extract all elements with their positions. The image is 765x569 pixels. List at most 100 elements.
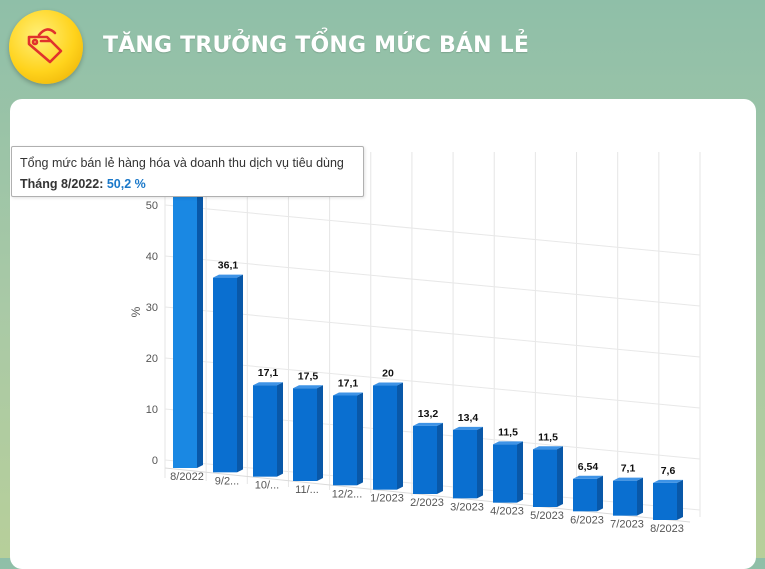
x-tick-label: 8/2023 [650,523,684,535]
bar-top [333,392,363,396]
grid-line-horizontal [164,255,701,307]
y-tick-label: 20 [146,353,158,365]
bar-top [573,475,603,479]
data-label: 7,1 [621,463,636,475]
bar-front [413,425,437,494]
x-tick-label: 6/2023 [570,514,604,526]
price-tag-icon [27,28,63,64]
bar-front [373,385,397,490]
grid-line-horizontal [164,204,701,256]
y-tick-label: 50 [146,200,158,212]
x-tick-label: 11/... [295,484,319,496]
bar[interactable] [173,191,203,469]
bar-side [277,382,283,477]
bar-front [493,444,517,503]
grid-line-horizontal [164,306,701,358]
bar[interactable] [373,382,403,490]
bar[interactable] [493,441,523,503]
bar-front [293,388,317,481]
bar-front [573,478,597,512]
data-label: 13,4 [458,412,479,424]
bar-front [213,277,237,473]
bar-front [333,395,357,486]
page-title: TĂNG TRƯỞNG TỔNG MỨC BÁN LẺ [103,33,530,58]
bar-top [213,274,243,278]
chart-tooltip: Tổng mức bán lẻ hàng hóa và doanh thu dị… [11,146,364,197]
bar-front [613,480,637,516]
data-labels: 36,1 17,1 17,5 17,1 20 13,2 13,4 11,5 11,5 6,54 7,… [218,260,676,477]
bar-top [413,422,443,426]
bar[interactable] [333,392,363,486]
bar[interactable] [413,422,443,494]
bar-side [397,382,403,490]
bar[interactable] [213,274,243,473]
bar-front [533,449,557,507]
bar-side [597,475,603,512]
page-header: TĂNG TRƯỞNG TỔNG MỨC BÁN LẺ [0,0,765,95]
bar[interactable] [533,446,563,507]
x-tick-label: 2/2023 [410,497,444,509]
y-axis: 0 10 20 30 40 50% [129,200,158,467]
bar-side [637,477,643,516]
bar-side [237,274,243,473]
data-label: 17,1 [258,367,279,379]
floor-line [164,467,691,523]
bar-top [613,477,643,481]
data-label: 17,1 [338,378,359,390]
bar-front [653,482,677,520]
x-tick-label: 8/2022 [170,471,204,483]
data-label: 20 [382,368,394,380]
bar-side [677,479,683,520]
bar-side [477,426,483,499]
bar-top [293,385,323,389]
x-tick-label: 5/2023 [530,510,564,522]
bar-side [357,392,363,486]
x-tick-label: 4/2023 [490,506,524,518]
data-label: 7,6 [661,465,676,477]
bar-top [253,382,283,386]
header-badge [9,10,83,84]
bar[interactable] [293,385,323,481]
bar-side [197,191,203,469]
x-tick-label: 1/2023 [370,493,404,505]
x-tick-label: 7/2023 [610,519,644,531]
y-tick-label: 10 [146,404,158,416]
bar[interactable] [573,475,603,512]
bar-front [253,385,277,477]
x-tick-label: 9/2... [215,475,239,487]
data-label: 6,54 [578,461,599,473]
bar-front [453,429,477,499]
grid-line-horizontal [164,357,701,409]
bar-side [517,441,523,503]
x-tick-label: 10/... [255,480,279,492]
bar-side [437,422,443,494]
bar[interactable] [453,426,483,499]
bar[interactable] [253,382,283,477]
bar-front [173,194,197,469]
x-tick-label: 12/2... [332,488,363,500]
tooltip-value: 50,2 % [106,177,146,191]
bar-side [317,385,323,481]
bar-top [493,441,523,445]
bar-top [533,446,563,450]
y-axis-title: % [129,306,143,317]
data-label: 36,1 [218,260,239,272]
bar[interactable] [613,477,643,516]
bar-top [453,426,483,430]
data-label: 17,5 [298,370,319,382]
data-label: 11,5 [498,426,518,438]
bar-top [653,479,683,483]
bar-side [557,446,563,507]
data-label: 13,2 [418,408,439,420]
y-tick-label: 30 [146,302,158,314]
bar-series [173,191,683,520]
data-label: 11,5 [538,431,558,443]
y-tick-label: 0 [152,455,158,467]
y-tick-label: 40 [146,251,158,263]
tooltip-category: Tháng 8/2022: [20,177,104,191]
bar[interactable] [653,479,683,520]
x-tick-label: 3/2023 [450,501,484,513]
x-axis: 8/2022 9/2... 10/... 11/... 12/2... 1/2023 2/2… [170,471,684,535]
tooltip-series-name: Tổng mức bán lẻ hàng hóa và doanh thu dị… [20,156,344,170]
